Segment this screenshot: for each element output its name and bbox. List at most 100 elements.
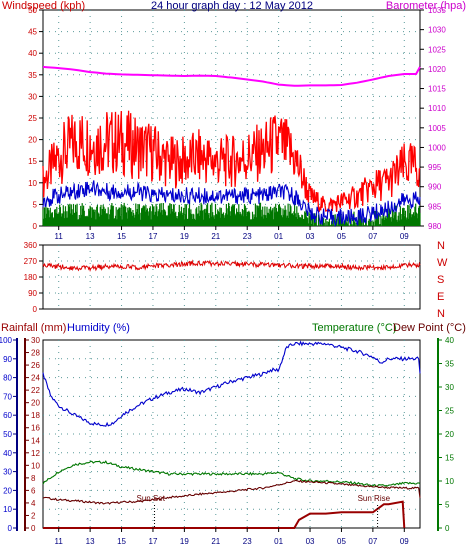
wind-x-tick-label: 13 bbox=[86, 232, 95, 241]
windspeed-tick-label: 10 bbox=[28, 179, 37, 188]
rainfall-tick-label: 18 bbox=[31, 411, 40, 420]
direction-degree-ticks: 0 90 180 270 360 bbox=[24, 241, 43, 314]
windspeed-tick-label: 5 bbox=[33, 200, 38, 209]
temp-x-tick-label: 19 bbox=[180, 537, 189, 546]
windspeed-tick-label: 0 bbox=[33, 222, 38, 231]
compass-letter: N bbox=[437, 240, 445, 252]
windspeed-tick-label: 25 bbox=[28, 114, 37, 123]
barometer-tick-label: 980 bbox=[428, 222, 442, 231]
wind-x-tick-label: 05 bbox=[337, 232, 346, 241]
barometer-series-line bbox=[42, 65, 421, 87]
temp-time-axis-ticks: 11 13 15 17 19 21 23 01 03 05 07 09 bbox=[55, 528, 409, 546]
wind-x-tick-label: 23 bbox=[243, 232, 252, 241]
windspeed-tick-label: 15 bbox=[28, 157, 37, 166]
temp-x-tick-label: 11 bbox=[55, 537, 64, 546]
rainfall-tick-label: 26 bbox=[31, 361, 40, 370]
wind-x-tick-label: 17 bbox=[149, 232, 158, 241]
humidity-tick-label: 50 bbox=[3, 430, 12, 439]
wind-plot-series bbox=[42, 65, 421, 228]
direction-tick-label: 270 bbox=[24, 257, 38, 266]
temp-plot-series bbox=[42, 340, 421, 529]
humidity-series-line bbox=[42, 340, 421, 427]
windspeed-tick-label: 45 bbox=[28, 28, 37, 37]
wind-x-tick-label: 03 bbox=[306, 232, 315, 241]
temperature-tick-label: 35 bbox=[445, 360, 454, 369]
sun-annotation-label: Sun Set bbox=[137, 494, 166, 503]
direction-tick-label: 180 bbox=[24, 273, 38, 282]
compass-letter: W bbox=[437, 257, 448, 269]
temperature-tick-label: 15 bbox=[445, 454, 454, 463]
humidity-tick-label: 60 bbox=[3, 411, 12, 420]
wind-x-tick-label: 15 bbox=[117, 232, 126, 241]
barometer-axis-ticks: 980 985 990 995 1000 1005 1010 1015 1020 1025 1030… bbox=[420, 6, 446, 231]
wind-x-tick-label: 19 bbox=[180, 232, 189, 241]
dewpoint-axis-label: Dew Point (°C) bbox=[393, 322, 466, 334]
rainfall-tick-label: 24 bbox=[31, 374, 40, 383]
direction-plot-frame bbox=[42, 244, 421, 310]
temp-x-tick-label: 17 bbox=[149, 537, 158, 546]
temp-x-tick-label: 21 bbox=[211, 537, 220, 546]
barometer-tick-label: 1005 bbox=[428, 124, 446, 133]
humidity-axis-ticks: 0 10 20 30 40 50 60 70 80 90 100 bbox=[0, 336, 17, 533]
rainfall-tick-label: 8 bbox=[31, 474, 36, 483]
rainfall-tick-label: 14 bbox=[31, 436, 40, 445]
compass-letter: N bbox=[437, 308, 445, 320]
rainfall-tick-label: 10 bbox=[31, 461, 40, 470]
direction-tick-label: 0 bbox=[33, 305, 38, 314]
rainfall-tick-label: 12 bbox=[31, 449, 40, 458]
rainfall-tick-label: 16 bbox=[31, 424, 40, 433]
temperature-axis-label: Temperature (°C) bbox=[312, 322, 396, 334]
windspeed-series-line bbox=[42, 110, 421, 213]
dewpoint-series-line bbox=[42, 479, 421, 505]
humidity-tick-label: 70 bbox=[3, 392, 12, 401]
rainfall-axis-label: Rainfall (mm) bbox=[1, 322, 66, 334]
compass-letter: E bbox=[437, 291, 444, 303]
temperature-tick-label: 25 bbox=[445, 407, 454, 416]
temperature-tick-label: 30 bbox=[445, 383, 454, 392]
barometer-tick-label: 990 bbox=[428, 183, 442, 192]
average-windspeed-series-line bbox=[42, 180, 421, 228]
wind-x-tick-label: 01 bbox=[274, 232, 283, 241]
temp-x-tick-label: 03 bbox=[306, 537, 315, 546]
barometer-tick-label: 1015 bbox=[428, 85, 446, 94]
chart-title: 24 hour graph day : 12 May 2012 bbox=[151, 0, 313, 12]
sun-annotation-label: Sun Rise bbox=[358, 494, 391, 503]
temperature-series-line bbox=[42, 460, 421, 488]
temp-x-tick-label: 05 bbox=[337, 537, 346, 546]
direction-tick-label: 90 bbox=[28, 289, 37, 298]
humidity-tick-label: 80 bbox=[3, 374, 12, 383]
windspeed-axis-ticks: 0 5 10 15 20 25 30 35 40 45 50 bbox=[28, 6, 43, 231]
humidity-axis-label: Humidity (%) bbox=[67, 322, 130, 334]
temp-x-tick-label: 15 bbox=[117, 537, 126, 546]
rainfall-tick-label: 22 bbox=[31, 386, 40, 395]
rainfall-tick-label: 4 bbox=[31, 499, 36, 508]
humidity-tick-label: 40 bbox=[3, 449, 12, 458]
humidity-tick-label: 20 bbox=[3, 486, 12, 495]
wind-x-tick-label: 07 bbox=[368, 232, 377, 241]
temperature-axis-ticks: 0 5 10 15 20 25 30 35 40 bbox=[438, 336, 454, 533]
barometer-tick-label: 985 bbox=[428, 202, 442, 211]
temp-x-tick-label: 07 bbox=[368, 537, 377, 546]
wind-time-axis-ticks: 11 13 15 17 19 21 23 01 03 05 07 09 bbox=[55, 226, 409, 241]
humidity-tick-label: 0 bbox=[8, 524, 13, 533]
barometer-tick-label: 1035 bbox=[428, 6, 446, 15]
temp-x-tick-label: 09 bbox=[400, 537, 409, 546]
rainfall-tick-label: 30 bbox=[31, 336, 40, 345]
barometer-tick-label: 1025 bbox=[428, 45, 446, 54]
windspeed-tick-label: 40 bbox=[28, 49, 37, 58]
temperature-tick-label: 0 bbox=[445, 524, 450, 533]
wind-x-tick-label: 09 bbox=[400, 232, 409, 241]
humidity-tick-label: 90 bbox=[3, 355, 12, 364]
windspeed-tick-label: 35 bbox=[28, 71, 37, 80]
temp-plot-frame bbox=[42, 339, 421, 529]
humidity-tick-label: 100 bbox=[0, 336, 13, 345]
direction-tick-label: 360 bbox=[24, 241, 38, 250]
rainfall-tick-label: 2 bbox=[31, 511, 36, 520]
windspeed-tick-label: 20 bbox=[28, 136, 37, 145]
temperature-tick-label: 5 bbox=[445, 501, 450, 510]
